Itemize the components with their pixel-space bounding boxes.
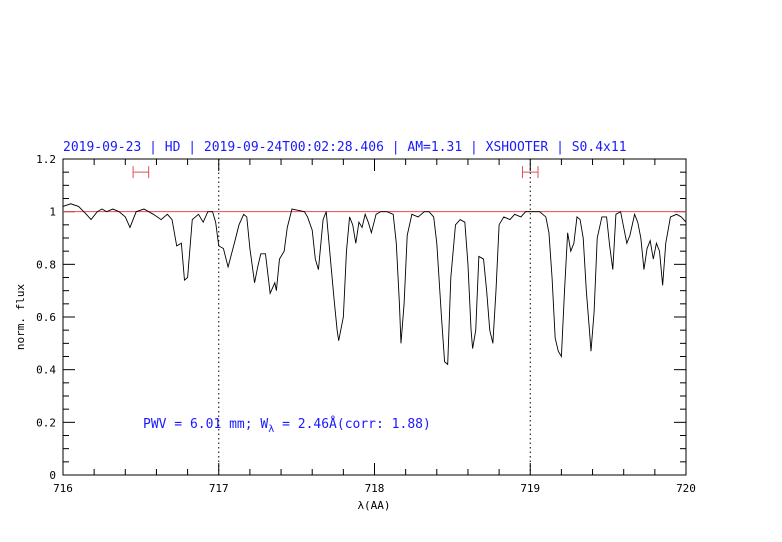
x-tick-label: 716: [53, 482, 73, 495]
y-tick-label: 1.2: [36, 153, 56, 166]
annotation-subscript: λ: [268, 424, 274, 435]
x-axis-label: λ(AA): [357, 499, 390, 512]
y-axis-label: norm. flux: [14, 284, 27, 351]
continuum-window: [132, 166, 150, 179]
window-bar: [132, 166, 150, 179]
spectrum-line: [62, 203, 687, 366]
x-tick-label: 718: [365, 482, 385, 495]
y-tick-label: 1: [49, 206, 56, 219]
chart-title: 2019-09-23 | HD | 2019-09-24T00:02:28.40…: [63, 140, 627, 155]
y-tick-label: 0: [49, 469, 56, 482]
x-tick-label: 719: [520, 482, 540, 495]
annotation: PWV = 6.01 mm; Wλ = 2.46Å(corr: 1.88): [143, 416, 431, 435]
x-tick-label: 720: [676, 482, 696, 495]
y-tick-label: 0.8: [36, 258, 56, 271]
y-tick-label: 0.6: [36, 311, 56, 324]
y-tick-label: 0.2: [36, 416, 56, 429]
continuum-window: [521, 166, 539, 179]
y-tick-label: 0.4: [36, 364, 56, 377]
annotation-text: PWV = 6.01 mm; W: [143, 417, 268, 432]
window-bar: [521, 166, 539, 179]
x-tick-label: 717: [209, 482, 229, 495]
annotation-text: = 2.46Å(corr: 1.88): [274, 416, 431, 432]
